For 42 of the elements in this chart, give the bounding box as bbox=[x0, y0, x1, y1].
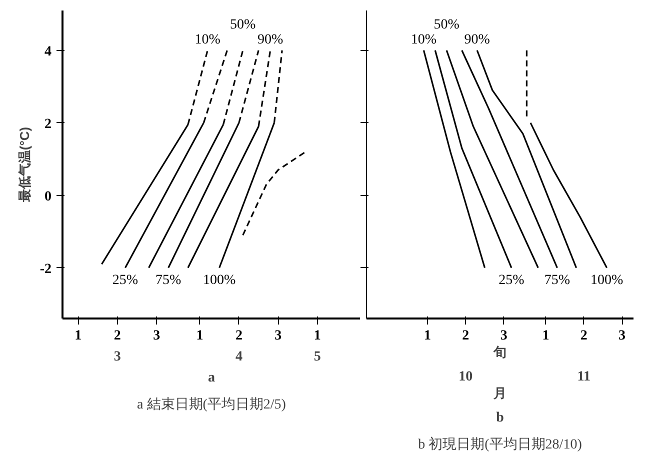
series-label: 100% bbox=[203, 272, 236, 288]
series-label: 25% bbox=[498, 272, 525, 288]
text: b 初現日期(平均日期28/10) bbox=[418, 436, 582, 452]
series-label: 75% bbox=[544, 272, 570, 288]
x-tick-label: 1 bbox=[196, 328, 204, 344]
series-label: 100% bbox=[590, 272, 624, 288]
text: 4 bbox=[235, 350, 242, 364]
x-tick-label: 3 bbox=[274, 328, 282, 344]
x-tick-label: 2 bbox=[462, 328, 470, 344]
x-axis-title: 旬 bbox=[492, 344, 506, 360]
text: 11 bbox=[577, 370, 591, 384]
x-tick-label: 3 bbox=[153, 328, 160, 344]
x-tick-label: 2 bbox=[580, 328, 588, 344]
y-tick-label: 4 bbox=[44, 44, 52, 60]
x-tick-label: 2 bbox=[235, 328, 242, 344]
x-tick-label: 1 bbox=[424, 328, 432, 344]
y-tick-label: -2 bbox=[40, 262, 52, 277]
text: 月 bbox=[492, 386, 506, 400]
x-tick-label: 3 bbox=[500, 328, 508, 344]
series-label: 90% bbox=[464, 32, 490, 48]
y-tick-label: 2 bbox=[44, 116, 52, 132]
y-tick-label: 0 bbox=[44, 189, 52, 204]
text: a bbox=[208, 370, 215, 386]
text: b bbox=[496, 410, 504, 426]
text: 3 bbox=[114, 350, 121, 364]
y-axis-title: 最低气温(°C) bbox=[16, 126, 32, 204]
series-label: 90% bbox=[257, 32, 284, 48]
series-label: 10% bbox=[410, 32, 437, 48]
x-tick-label: 1 bbox=[542, 328, 550, 344]
text: 10 bbox=[458, 370, 473, 384]
series-label: 75% bbox=[156, 272, 182, 288]
series-label: 25% bbox=[112, 272, 138, 288]
x-tick-label: 2 bbox=[114, 328, 121, 344]
series-label: 50% bbox=[434, 17, 460, 32]
x-tick-label: 3 bbox=[618, 328, 626, 344]
series-label: 10% bbox=[194, 32, 221, 48]
x-tick-label: 1 bbox=[314, 328, 321, 344]
x-tick-label: 1 bbox=[74, 328, 82, 344]
line-series bbox=[242, 151, 306, 236]
series-label: 50% bbox=[230, 17, 256, 32]
text: a 結束日期(平均日期2/5) bbox=[137, 396, 286, 412]
text: 5 bbox=[314, 350, 321, 364]
